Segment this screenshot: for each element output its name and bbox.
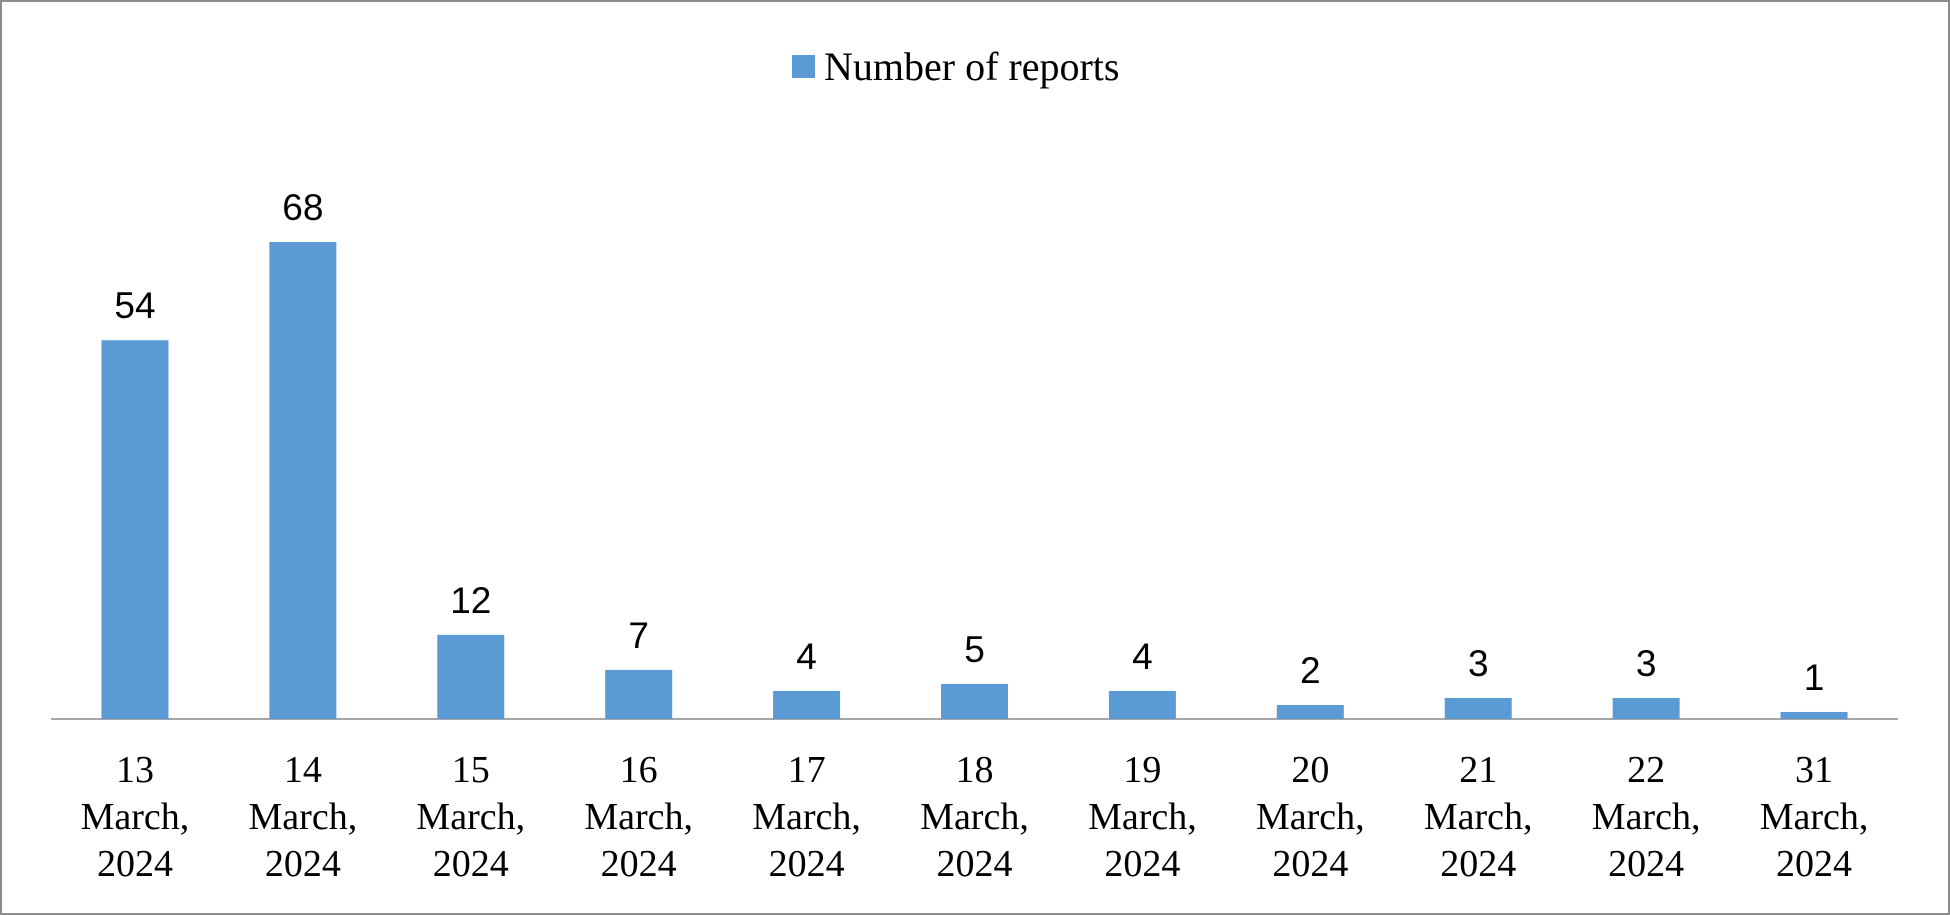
data-label: 3 bbox=[1468, 643, 1489, 684]
x-tick-label: 31 March, 2024 bbox=[1760, 749, 1869, 885]
legend-label: Number of reports bbox=[824, 44, 1119, 89]
x-tick-label: 21 March, 2024 bbox=[1424, 749, 1533, 885]
x-tick-label: 14 March, 2024 bbox=[249, 749, 358, 885]
x-tick-label: 18 March, 2024 bbox=[920, 749, 1029, 885]
x-tick-label: 15 March, 2024 bbox=[416, 749, 525, 885]
x-tick-label: 20 March, 2024 bbox=[1256, 749, 1365, 885]
x-tick-label: 13 March, 2024 bbox=[81, 749, 190, 885]
data-label: 1 bbox=[1804, 657, 1825, 698]
data-label: 4 bbox=[1132, 636, 1153, 677]
bar bbox=[1612, 697, 1680, 719]
bar bbox=[605, 669, 673, 719]
x-tick-label: 22 March, 2024 bbox=[1592, 749, 1701, 885]
bar bbox=[773, 690, 841, 719]
data-label: 4 bbox=[796, 636, 817, 677]
data-label: 68 bbox=[282, 187, 323, 228]
data-label: 54 bbox=[114, 285, 155, 326]
x-tick-label: 17 March, 2024 bbox=[752, 749, 861, 885]
bar bbox=[269, 242, 337, 719]
bar bbox=[1276, 704, 1344, 719]
bar bbox=[941, 683, 1008, 719]
x-tick-label: 19 March, 2024 bbox=[1088, 749, 1197, 885]
data-label: 12 bbox=[450, 580, 491, 621]
data-label: 2 bbox=[1300, 650, 1321, 691]
bar bbox=[437, 634, 505, 719]
legend-swatch bbox=[792, 55, 815, 78]
bar bbox=[1444, 697, 1512, 719]
data-label: 3 bbox=[1636, 643, 1657, 684]
data-label: 7 bbox=[628, 615, 649, 656]
bar bbox=[1108, 690, 1176, 719]
x-tick-label: 16 March, 2024 bbox=[584, 749, 693, 885]
bar bbox=[1780, 711, 1848, 719]
bar bbox=[101, 340, 169, 719]
data-label: 5 bbox=[964, 629, 985, 670]
